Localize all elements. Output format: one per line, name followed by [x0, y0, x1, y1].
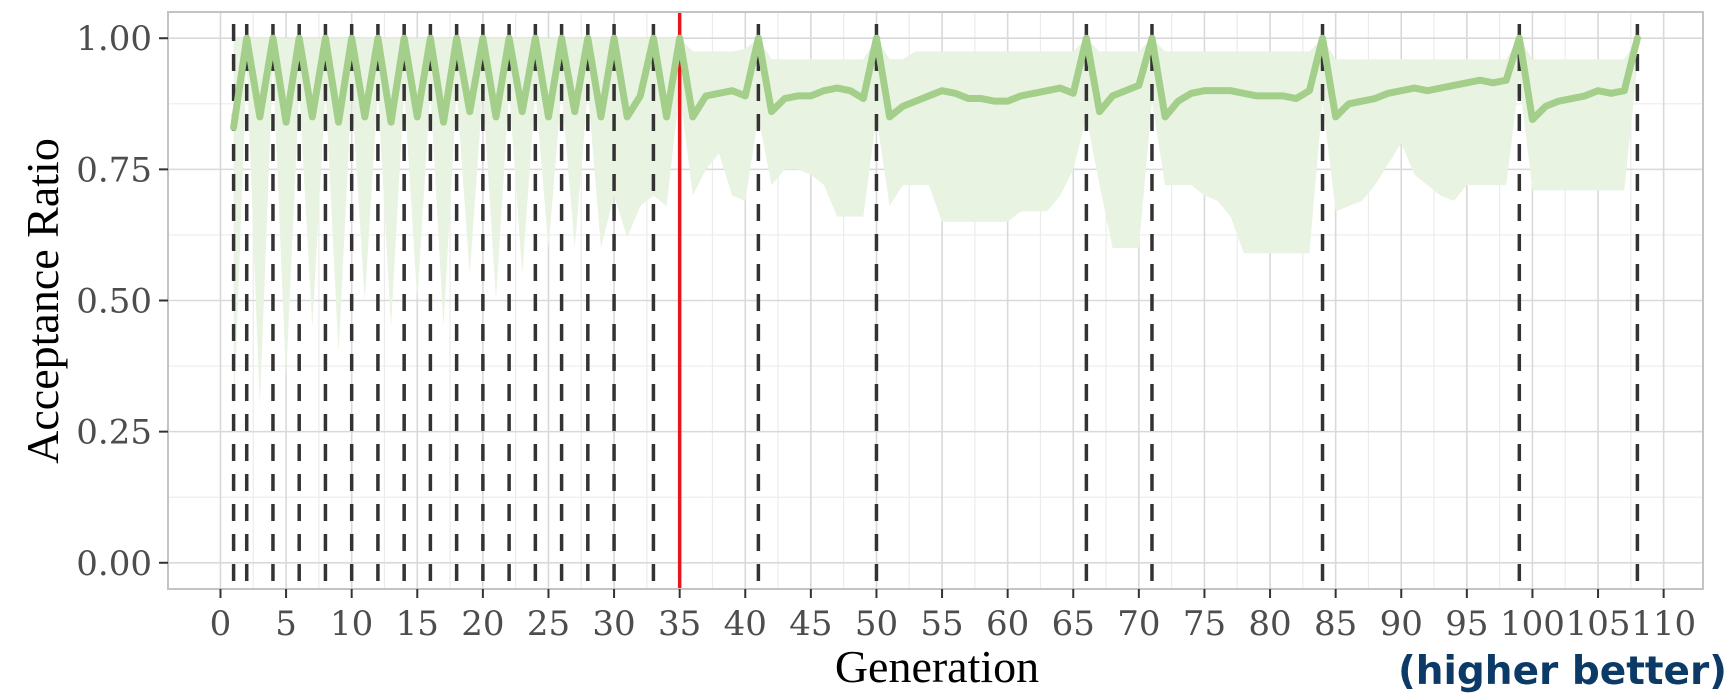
x-tick-label: 110	[1631, 604, 1696, 644]
x-tick-label: 55	[920, 604, 963, 644]
confidence-band	[233, 38, 1638, 422]
x-tick-label: 5	[275, 604, 297, 644]
acceptance-series-line	[230, 34, 1641, 131]
axis-ticks	[159, 37, 1665, 598]
y-tick-label: 0.25	[76, 413, 152, 453]
confidence-band-area	[233, 38, 1638, 422]
x-tick-label: 65	[1052, 604, 1095, 644]
y-tick-labels: 0.00 0.25 0.50 0.75 1.00	[76, 19, 152, 584]
x-tick-label: 50	[855, 604, 898, 644]
x-tick-label: 70	[1117, 604, 1160, 644]
y-tick-label: 0.75	[76, 150, 152, 190]
x-tick-label: 85	[1314, 604, 1357, 644]
x-tick-label: 90	[1380, 604, 1423, 644]
y-tick-label: 1.00	[76, 19, 152, 59]
x-tick-label: 25	[527, 604, 570, 644]
x-tick-label: 15	[396, 604, 439, 644]
x-tick-label: 75	[1183, 604, 1226, 644]
y-tick-label: 0.50	[76, 282, 152, 322]
x-tick-labels: 0 5 10 15 20 25 30 35 40 45 50 55 60 65 70 75 80 85 90 95 10…	[210, 604, 1696, 644]
x-tick-label: 40	[724, 604, 767, 644]
x-tick-label: 100	[1500, 604, 1565, 644]
x-tick-label: 20	[461, 604, 504, 644]
x-tick-label: 105	[1566, 604, 1631, 644]
x-axis-title: Generation	[835, 641, 1039, 692]
x-tick-label: 80	[1248, 604, 1291, 644]
y-tick-label: 0.00	[76, 544, 152, 584]
x-tick-label: 45	[789, 604, 832, 644]
x-tick-label: 10	[330, 604, 373, 644]
higher-better-annotation: (higher better)	[1397, 649, 1727, 694]
y-axis-title: Acceptance Ratio	[17, 138, 68, 464]
x-tick-label: 30	[592, 604, 635, 644]
x-tick-label: 35	[658, 604, 701, 644]
x-tick-label: 0	[210, 604, 232, 644]
generation-markers	[231, 12, 1640, 589]
x-tick-label: 60	[986, 604, 1029, 644]
acceptance-line	[230, 34, 1641, 131]
x-tick-label: 95	[1445, 604, 1488, 644]
